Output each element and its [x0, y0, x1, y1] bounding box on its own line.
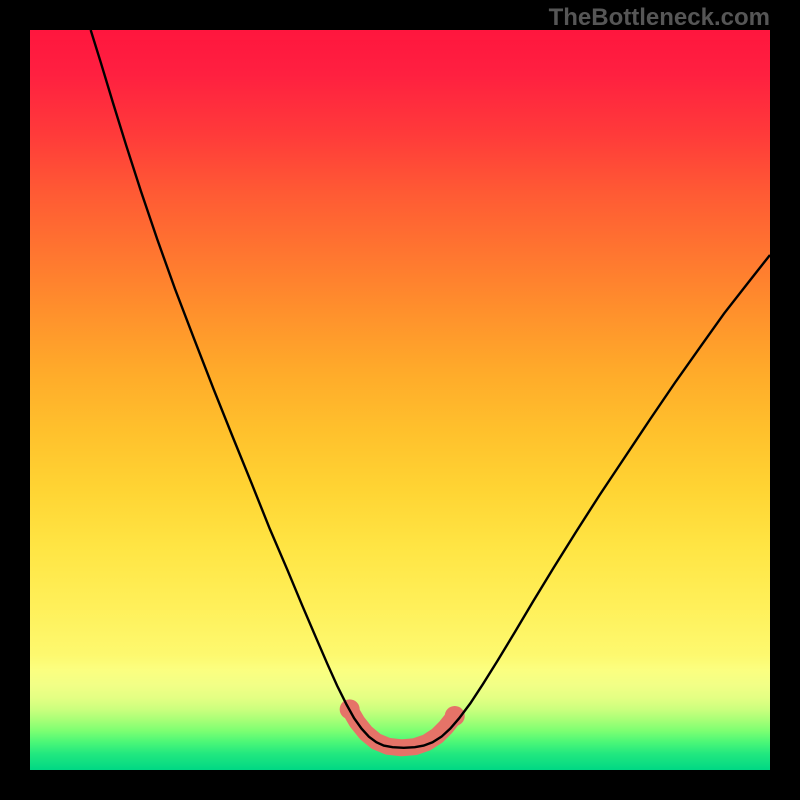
chart-frame: TheBottleneck.com: [0, 0, 800, 800]
curve-overlay: [0, 0, 800, 800]
